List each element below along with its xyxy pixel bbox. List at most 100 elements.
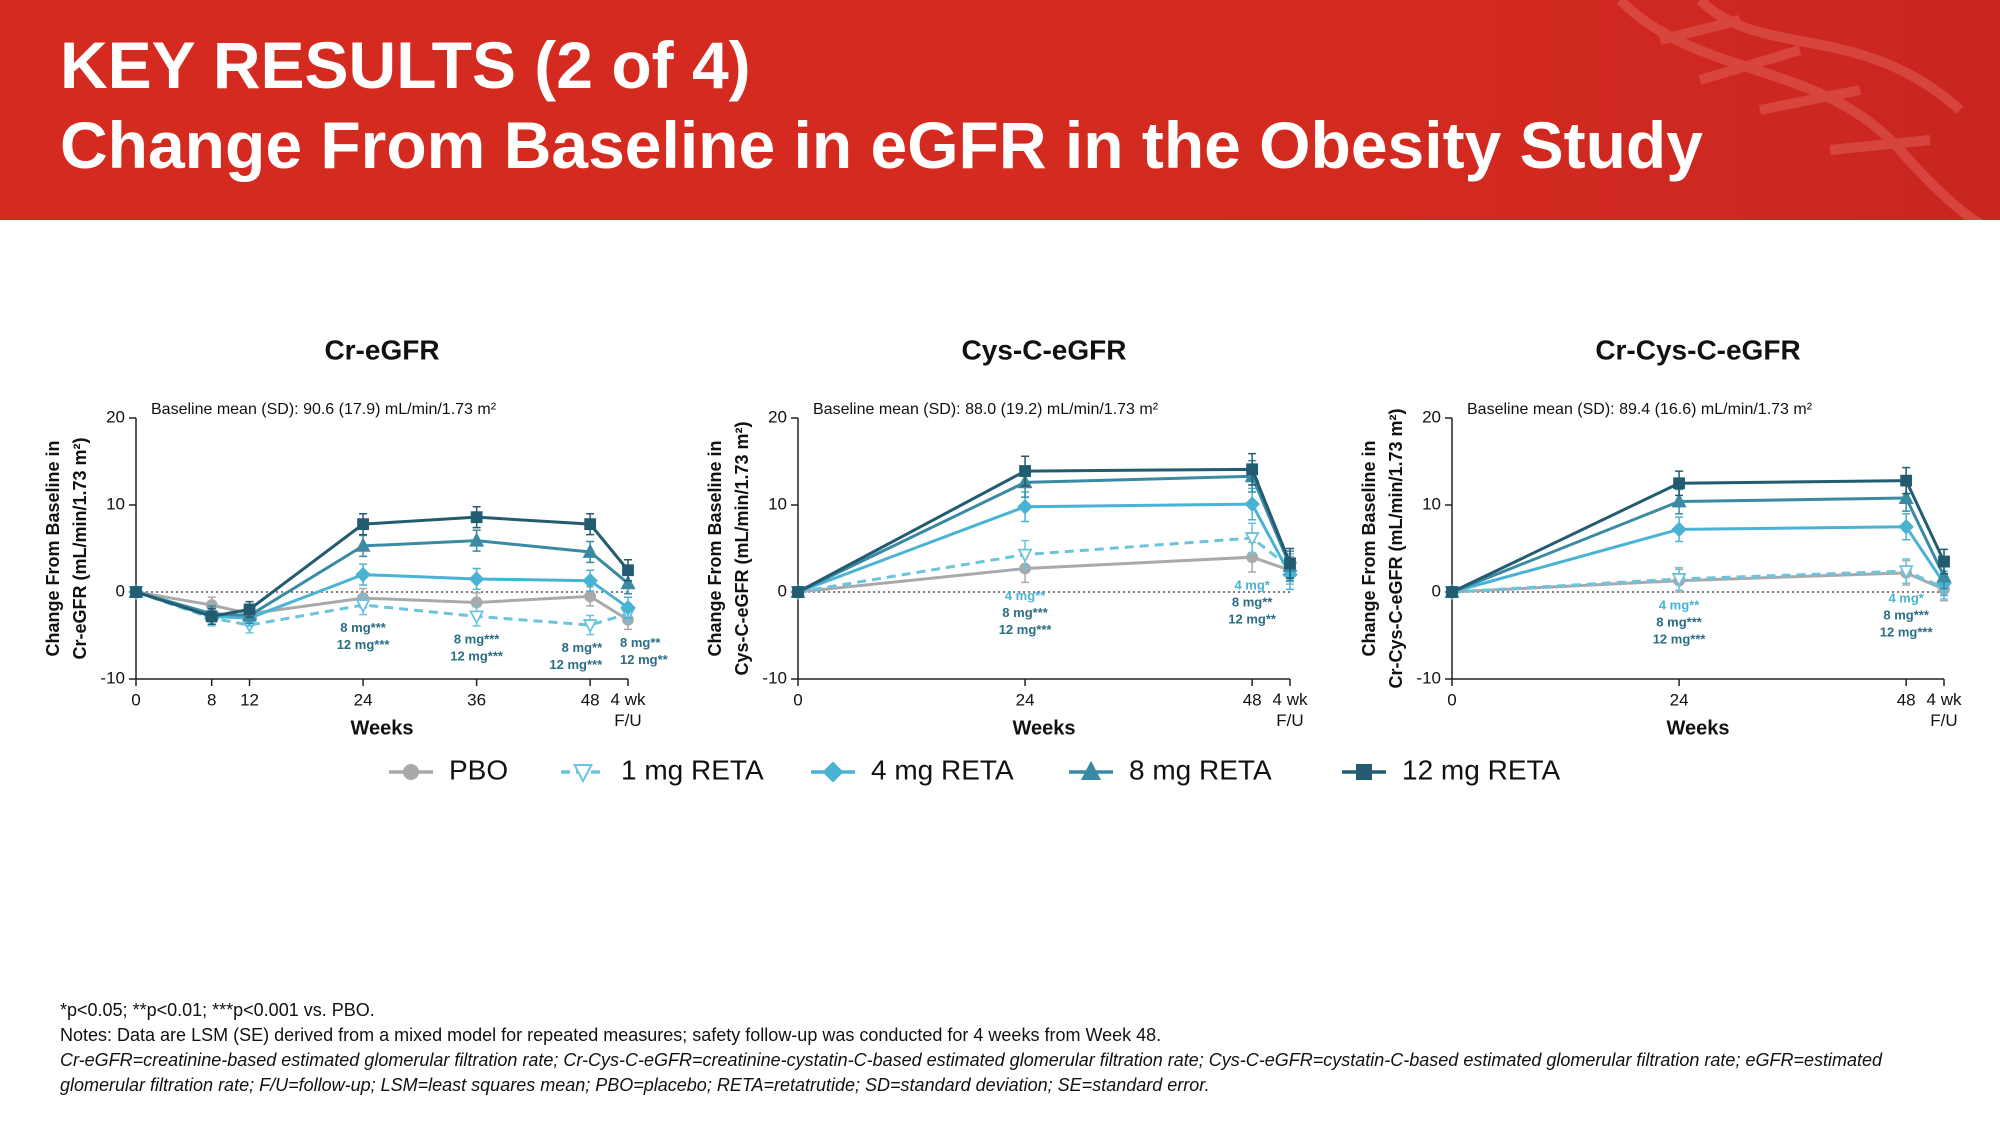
legend-label: 1 mg RETA (621, 754, 764, 785)
significance-label: 4 mg* (1888, 590, 1924, 605)
series-line (797, 536, 1291, 594)
legend-marker (403, 764, 420, 780)
series-line (1451, 479, 1946, 594)
marker (1244, 496, 1260, 512)
marker (1671, 493, 1687, 508)
marker (1019, 465, 1031, 477)
chart-title: Cr-eGFR (324, 334, 439, 365)
series (130, 505, 634, 625)
series (1446, 559, 1950, 602)
x-tick-label: 0 (131, 690, 140, 709)
marker (1898, 565, 1914, 580)
marker (469, 610, 485, 625)
marker (1938, 555, 1950, 568)
x-tick-label: 36 (467, 690, 486, 709)
y-tick-label: 0 (116, 581, 125, 600)
significance-label: 8 mg** (620, 635, 661, 650)
x-tick-label: 24 (1670, 690, 1689, 709)
significance-label: 8 mg*** (1656, 614, 1702, 629)
y-axis-label: Change From Baseline in (43, 440, 63, 656)
x-tick-label: 8 (207, 690, 216, 709)
marker (1246, 551, 1259, 564)
legend-label: PBO (449, 754, 508, 785)
marker (622, 564, 634, 577)
y-tick-label: 10 (1422, 494, 1441, 513)
series-line (1451, 571, 1945, 594)
x-axis-label: Weeks (350, 717, 413, 739)
marker (620, 574, 636, 590)
series (1444, 512, 1952, 600)
marker (1284, 557, 1296, 570)
significance-label: 8 mg*** (454, 631, 500, 646)
x-tick-label: 48 (1243, 690, 1262, 709)
footnote: Notes: Data are LSM (SE) derived from a … (60, 1025, 1162, 1045)
significance-label: 12 mg*** (549, 657, 603, 672)
y-tick-label: 10 (768, 494, 787, 513)
x-tick-label: 24 (354, 690, 373, 709)
marker (470, 511, 483, 524)
series-line (797, 555, 1291, 594)
x-tick-label: 24 (1016, 690, 1035, 709)
marker (582, 619, 598, 634)
series-line (1451, 525, 1946, 594)
footnote: Cr-eGFR=creatinine-based estimated glome… (60, 1050, 1882, 1095)
x-tick-label: 48 (581, 690, 600, 709)
baseline-note: Baseline mean (SD): 88.0 (19.2) mL/min/1… (813, 401, 1159, 418)
marker (1017, 548, 1033, 564)
x-tick-label: 0 (1447, 690, 1456, 709)
legend-marker (1356, 764, 1372, 780)
legend-marker (822, 761, 844, 783)
marker (1671, 521, 1687, 538)
y-tick-label: 0 (778, 581, 787, 600)
significance-label: 12 mg*** (999, 622, 1053, 637)
y-tick-label: -10 (100, 668, 125, 687)
marker (355, 537, 371, 552)
x-tick-label: 0 (793, 690, 802, 709)
y-tick-label: 20 (106, 407, 125, 426)
significance-label: 8 mg*** (1002, 605, 1048, 620)
y-axis-label: Change From Baseline in (1359, 440, 1379, 656)
y-tick-label: -10 (762, 668, 787, 687)
marker (1017, 498, 1033, 515)
marker (1244, 532, 1260, 547)
significance-label: 12 mg*** (1653, 631, 1707, 646)
series (790, 487, 1298, 600)
charts: Cr-eGFR Baseline mean (SD): 90.6 (17.9) m… (43, 334, 1962, 785)
marker (243, 603, 256, 616)
marker (205, 610, 218, 623)
dna-decoration (1616, 0, 1984, 220)
series (790, 459, 1298, 598)
series (792, 452, 1296, 598)
x-tick-label: 48 (1897, 690, 1916, 709)
marker (1936, 567, 1952, 583)
x-tick-label: 4 wk F/U (1927, 690, 1962, 730)
marker (1898, 489, 1914, 504)
baseline-note: Baseline mean (SD): 90.6 (17.9) mL/min/1… (151, 401, 497, 418)
series (1446, 466, 1950, 598)
y-axis-label: Cys-C-eGFR (mL/min/1.73 m²) (732, 421, 752, 675)
legend-label: 4 mg RETA (871, 754, 1014, 785)
significance-label: 8 mg** (562, 640, 603, 655)
marker (130, 586, 142, 598)
x-axis-label: Weeks (1666, 717, 1729, 739)
marker (1900, 474, 1913, 487)
x-tick-label: 4 wk F/U (1273, 690, 1308, 730)
y-tick-label: 20 (1422, 407, 1441, 426)
marker (470, 596, 483, 609)
y-axis-label: Cr-Cys-C-eGFR (mL/min/1.73 m²) (1386, 408, 1406, 688)
x-tick-label: 12 (240, 690, 259, 709)
significance-label: 4 mg* (1234, 577, 1270, 592)
header: KEY RESULTS (2 of 4) Change From Baselin… (0, 0, 2000, 220)
marker (1671, 573, 1687, 588)
x-tick-label: 4 wk F/U (611, 690, 646, 730)
significance-label: 12 mg*** (1880, 624, 1934, 639)
chart-title: Cr-Cys-C-eGFR (1595, 334, 1800, 365)
significance-label: 12 mg** (620, 652, 669, 667)
marker (792, 586, 804, 598)
series-line (797, 502, 1292, 594)
marker (357, 518, 369, 531)
marker (355, 566, 371, 583)
significance-label: 4 mg** (1005, 588, 1046, 603)
marker (1246, 463, 1259, 476)
